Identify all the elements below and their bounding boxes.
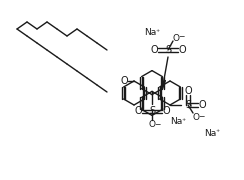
- Text: Na: Na: [170, 117, 182, 126]
- Text: −: −: [154, 120, 160, 129]
- Text: O: O: [162, 106, 170, 116]
- Text: Na: Na: [204, 129, 216, 138]
- Text: O: O: [184, 86, 192, 96]
- Text: O: O: [120, 76, 128, 86]
- Text: −: −: [178, 33, 184, 42]
- Text: O: O: [198, 100, 206, 110]
- Text: O: O: [178, 45, 186, 55]
- Text: O: O: [173, 33, 180, 42]
- Text: S: S: [165, 45, 171, 55]
- Text: ⁺: ⁺: [215, 129, 219, 138]
- Text: ⁺: ⁺: [155, 28, 159, 37]
- Text: O: O: [150, 45, 158, 55]
- Text: S: S: [149, 106, 155, 116]
- Text: −: −: [198, 112, 204, 122]
- Text: O: O: [193, 112, 200, 122]
- Text: Na: Na: [144, 28, 156, 37]
- Text: S: S: [185, 100, 191, 110]
- Text: O: O: [134, 106, 142, 116]
- Text: O: O: [149, 120, 155, 129]
- Text: ⁺: ⁺: [181, 117, 185, 126]
